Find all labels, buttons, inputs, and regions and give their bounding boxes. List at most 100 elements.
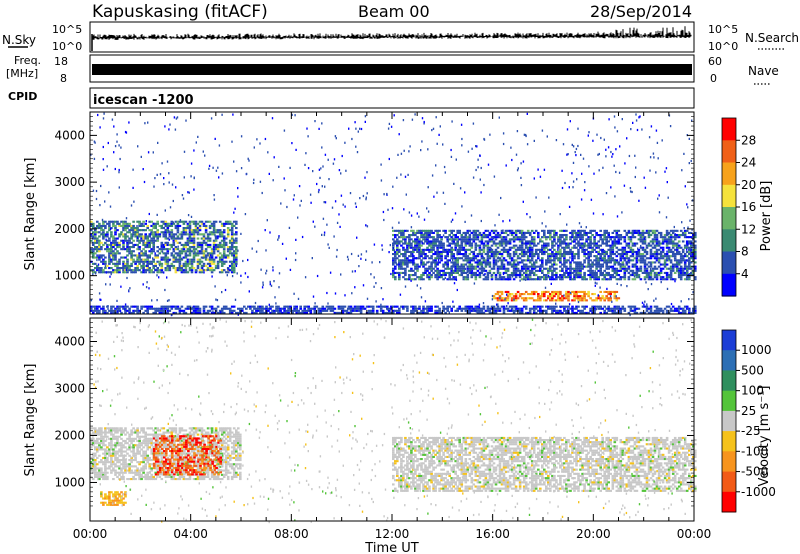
heatmap-cell: [134, 243, 137, 246]
heatmap-cell: [611, 259, 615, 262]
heatmap-cell: [611, 274, 615, 277]
heatmap-cell: [140, 267, 143, 270]
heatmap-cell: [633, 271, 637, 274]
heatmap-cell: [349, 311, 353, 314]
heatmap-cell: [663, 238, 667, 241]
heatmap-cell: [408, 274, 411, 277]
heatmap-cell: [128, 237, 131, 240]
heatmap-cell: [472, 238, 476, 241]
heatmap-cell: [416, 267, 419, 270]
heatmap-cell: [557, 257, 560, 260]
heatmap-cell: [386, 311, 389, 314]
heatmap-cell: [148, 246, 151, 249]
heatmap-cell: [446, 305, 449, 308]
heatmap-cell: [581, 278, 584, 281]
heatmap-cell: [430, 276, 433, 279]
heatmap-cell: [162, 220, 166, 223]
heatmap-cell: [357, 305, 361, 308]
heatmap-cell: [218, 309, 222, 312]
heatmap-cell: [599, 297, 602, 300]
heatmap-cell: [565, 261, 568, 264]
heatmap-cell: [168, 231, 172, 234]
heatmap-cell: [434, 253, 437, 256]
heatmap-cell: [420, 259, 423, 262]
heatmap-cell: [563, 259, 566, 262]
heatmap-cell: [404, 255, 407, 258]
heatmap-cell: [629, 231, 633, 234]
heatmap-cell: [615, 297, 619, 300]
heatmap-cell: [321, 307, 325, 310]
heatmap-cell: [132, 220, 135, 223]
heatmap-cell: [426, 267, 429, 270]
heatmap-cell: [371, 307, 375, 310]
heatmap-cell: [402, 276, 405, 279]
heatmap-cell: [212, 262, 216, 265]
heatmap-cell: [476, 236, 480, 239]
heatmap-cell: [154, 231, 157, 234]
heatmap-cell: [422, 250, 425, 253]
heatmap-cell: [655, 253, 659, 256]
heatmap-cell: [222, 260, 226, 263]
heatmap-cell: [613, 311, 617, 314]
heatmap-cell: [657, 253, 661, 256]
heatmap-cell: [516, 267, 520, 270]
heatmap-cell: [367, 309, 371, 312]
heatmap-cell: [577, 274, 580, 277]
heatmap-cell: [482, 257, 486, 260]
heatmap-cell: [583, 278, 586, 281]
heatmap-cell: [551, 290, 554, 293]
heatmap-cell: [126, 250, 129, 253]
heatmap-cell: [150, 241, 153, 244]
heatmap-cell: [94, 241, 97, 244]
heatmap-cell: [186, 260, 190, 263]
heatmap-cell: [458, 307, 461, 310]
heatmap-cell: [504, 244, 508, 247]
heatmap-cell: [573, 274, 576, 277]
heatmap-cell: [148, 235, 151, 238]
heatmap-cell: [303, 309, 306, 312]
heatmap-cell: [541, 236, 544, 239]
heatmap-cell: [484, 234, 488, 237]
heatmap-cell: [257, 305, 260, 308]
heatmap-cell: [132, 309, 135, 312]
heatmap-cell: [96, 269, 99, 272]
heatmap-cell: [174, 220, 178, 223]
heatmap-cell: [675, 246, 679, 249]
heatmap-cell: [514, 309, 518, 312]
heatmap-cell: [216, 264, 220, 267]
heatmap-cell: [520, 231, 524, 234]
heatmap-cell: [520, 265, 524, 268]
heatmap-cell: [520, 244, 524, 247]
heatmap-cell: [514, 269, 518, 272]
heatmap-cell: [677, 259, 681, 262]
heatmap-cell: [534, 259, 538, 262]
heatmap-cell: [498, 307, 502, 310]
heatmap-cell: [442, 248, 445, 251]
heatmap-cell: [138, 254, 141, 257]
heatmap-cell: [534, 265, 538, 268]
heatmap-cell: [452, 271, 455, 274]
heatmap-cell: [524, 274, 528, 277]
heatmap-cell: [136, 229, 139, 232]
heatmap-cell: [484, 276, 488, 279]
heatmap-cell: [679, 257, 683, 260]
heatmap-cell: [623, 250, 627, 253]
heatmap-cell: [90, 309, 93, 312]
heatmap-cell: [343, 309, 347, 312]
heatmap-cell: [621, 276, 625, 279]
heatmap-cell: [665, 255, 669, 258]
heatmap-cell: [124, 271, 127, 274]
heatmap-cell: [599, 229, 602, 232]
heatmap-cell: [539, 311, 542, 314]
heatmap-cell: [303, 311, 306, 314]
heatmap-cell: [524, 236, 528, 239]
heatmap-cell: [206, 235, 210, 238]
heatmap-cell: [653, 246, 657, 249]
heatmap-cell: [402, 231, 405, 234]
heatmap-cell: [235, 237, 238, 240]
heatmap-cell: [128, 252, 131, 255]
heatmap-cell: [669, 238, 673, 241]
heatmap-cell: [641, 305, 645, 308]
heatmap-cell: [126, 239, 129, 242]
heatmap-cell: [118, 309, 121, 312]
